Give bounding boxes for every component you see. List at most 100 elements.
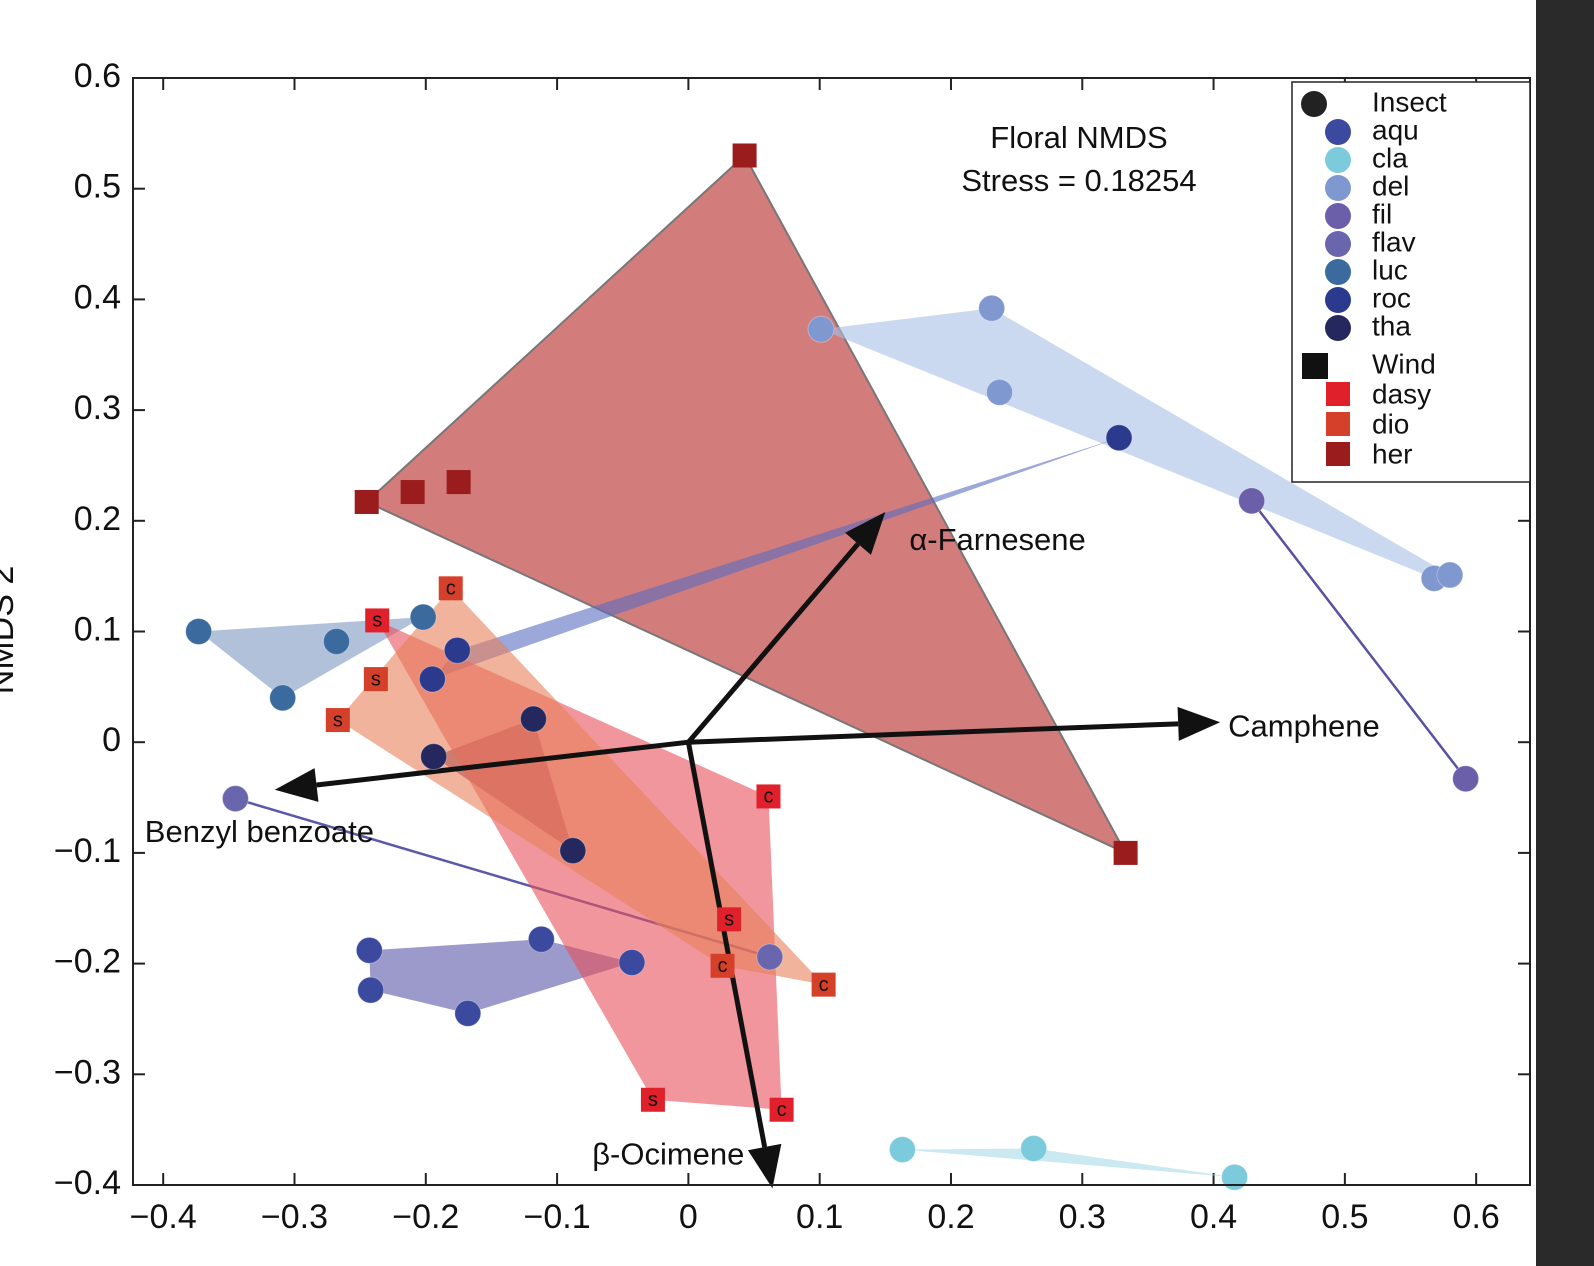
point [363, 667, 388, 692]
vector [688, 721, 1179, 745]
x-tick-label: −0.1 [524, 1198, 591, 1236]
legend-label: dio [1372, 408, 1409, 439]
legend-marker [1325, 175, 1351, 201]
vector-head [747, 1143, 782, 1189]
point [269, 684, 297, 712]
point [559, 837, 587, 865]
legend-label: luc [1372, 254, 1408, 285]
point [1436, 561, 1464, 589]
point [443, 636, 471, 664]
vector [685, 741, 768, 1148]
point [446, 470, 471, 495]
hull [432, 437, 1120, 680]
point [354, 489, 379, 514]
point [221, 785, 249, 813]
y-tick-label: −0.3 [54, 1053, 121, 1091]
legend-marker [1301, 91, 1327, 117]
legend-label: flav [1372, 226, 1416, 257]
point-label: s [724, 909, 734, 931]
x-tick-label: 0.2 [927, 1198, 974, 1236]
x-tick-label: 0.6 [1453, 1198, 1500, 1236]
point [717, 907, 742, 932]
vector-head [274, 768, 319, 802]
legend-label: cla [1372, 142, 1408, 173]
x-tick-label: −0.2 [392, 1198, 459, 1236]
point [618, 948, 646, 976]
point [1452, 765, 1480, 793]
legend-marker [1325, 119, 1351, 145]
vector-label: α-Farnesene [909, 522, 1085, 557]
point [1221, 1163, 1249, 1191]
point [1020, 1134, 1048, 1162]
hull [820, 308, 1450, 579]
vector-head [845, 511, 886, 555]
hull [369, 939, 632, 1014]
point [185, 618, 213, 645]
point [323, 627, 351, 655]
vector [316, 739, 689, 788]
legend-marker [1325, 231, 1351, 257]
legend-group-label: Insect [1372, 86, 1447, 117]
point [438, 576, 463, 601]
legend-marker [1326, 412, 1350, 436]
point-label: c [777, 1099, 787, 1121]
point [1113, 840, 1138, 865]
point [640, 1087, 665, 1112]
legend-label: roc [1372, 282, 1411, 313]
hull [198, 617, 424, 698]
plot-frame [132, 77, 1531, 1186]
y-tick-label: −0.1 [54, 832, 121, 870]
point [732, 143, 757, 168]
y-tick-label: 0.5 [74, 168, 121, 206]
x-tick-label: 0 [679, 1198, 698, 1236]
legend-marker [1326, 382, 1350, 406]
side-band [1536, 0, 1594, 1266]
y-axis-label: NMDS 2 [0, 566, 21, 694]
point [418, 665, 446, 693]
legend-label: aqu [1372, 114, 1419, 145]
point [365, 608, 390, 633]
x-tick-label: −0.4 [130, 1198, 197, 1236]
point [454, 999, 482, 1027]
point [400, 480, 425, 505]
point [756, 784, 781, 809]
y-tick-label: 0.3 [74, 389, 121, 427]
point [355, 936, 383, 964]
point-label: c [446, 578, 456, 600]
legend-label: tha [1372, 310, 1411, 341]
y-tick-label: −0.4 [54, 1164, 121, 1202]
x-tick-label: 0.5 [1321, 1198, 1368, 1236]
point [978, 294, 1006, 322]
y-tick-label: 0 [102, 721, 121, 759]
point [756, 943, 784, 971]
annotation: Floral NMDS [990, 120, 1167, 155]
vector-label: β-Ocimene [592, 1137, 744, 1172]
point [519, 705, 547, 733]
y-tick-label: 0.2 [74, 500, 121, 538]
point [769, 1097, 794, 1122]
point [986, 378, 1014, 406]
x-tick-label: −0.3 [261, 1198, 328, 1236]
point [420, 743, 448, 771]
legend-label: dasy [1372, 378, 1431, 409]
point-label: s [372, 610, 382, 632]
point-label: s [371, 668, 381, 690]
point [807, 315, 835, 343]
x-tick-label: 0.1 [796, 1198, 843, 1236]
y-tick-label: 0.1 [74, 610, 121, 648]
annotation: Stress = 0.18254 [961, 163, 1196, 198]
y-tick-label: 0.4 [74, 278, 121, 316]
legend-label: del [1372, 170, 1409, 201]
point-label: s [648, 1089, 658, 1111]
point [1238, 487, 1266, 515]
point [1105, 424, 1133, 452]
point-label: c [718, 955, 728, 977]
legend-label: fil [1372, 198, 1392, 229]
hull [337, 588, 824, 985]
x-tick-label: 0.3 [1059, 1198, 1106, 1236]
y-tick-label: −0.2 [54, 943, 121, 981]
point [888, 1136, 916, 1164]
hull-line [1250, 500, 1467, 780]
point [811, 972, 836, 997]
